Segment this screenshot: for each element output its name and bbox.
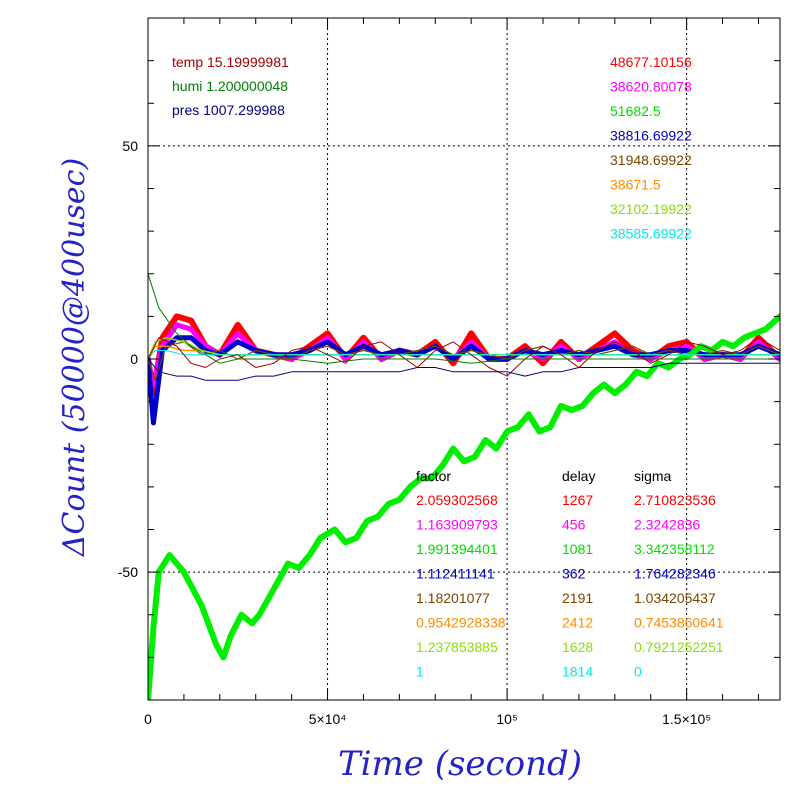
fit-factor: 1.237853885 bbox=[416, 639, 498, 655]
fit-factor: 0.9542928338 bbox=[416, 615, 506, 631]
fit-header-delay: delay bbox=[562, 468, 595, 484]
fit-sigma: 2.710823536 bbox=[634, 492, 716, 508]
x-tick-label: 10⁵ bbox=[496, 711, 517, 727]
baseline-value: 38585.69922 bbox=[610, 226, 692, 242]
fit-sigma: 2.3242836 bbox=[634, 517, 700, 533]
y-tick-label: 50 bbox=[122, 138, 138, 154]
fit-sigma: 0 bbox=[634, 664, 642, 680]
fit-sigma: 3.342358112 bbox=[634, 541, 715, 557]
baseline-value: 51682.5 bbox=[610, 103, 661, 119]
fit-header-factor: factor bbox=[416, 468, 451, 484]
y-tick-label: 0 bbox=[130, 351, 138, 367]
baseline-value: 48677.10156 bbox=[610, 54, 692, 70]
y-tick-label: -50 bbox=[118, 564, 138, 580]
series-line bbox=[148, 313, 780, 700]
x-axis-title: Time (second) bbox=[338, 744, 582, 784]
fit-factor: 2.059302568 bbox=[416, 492, 498, 508]
fit-delay: 2191 bbox=[562, 590, 593, 606]
fit-sigma: 1.034205437 bbox=[634, 590, 716, 606]
series-line bbox=[148, 273, 780, 364]
x-tick-label: 1.5×10⁵ bbox=[662, 711, 711, 727]
baseline-value: 31948.69922 bbox=[610, 152, 692, 168]
env-label: temp 15.19999981 bbox=[172, 54, 289, 70]
fit-factor: 1.18201077 bbox=[416, 590, 490, 606]
fit-delay: 362 bbox=[562, 566, 586, 582]
series-layer bbox=[148, 273, 780, 700]
fit-delay: 1081 bbox=[562, 541, 593, 557]
series-line bbox=[148, 337, 780, 377]
fit-delay: 1814 bbox=[562, 664, 593, 680]
fit-delay: 1628 bbox=[562, 639, 593, 655]
fit-sigma: 0.7453860641 bbox=[634, 615, 724, 631]
annotations: temp 15.19999981 humi 1.200000048 pres 100… bbox=[172, 54, 724, 680]
fit-delay: 1267 bbox=[562, 492, 593, 508]
fit-factor: 1.991394401 bbox=[416, 541, 498, 557]
fit-sigma: 0.7921252251 bbox=[634, 639, 724, 655]
ticks: 0 5×10⁴ 10⁵ 1.5×10⁵ -50 0 50 bbox=[118, 18, 780, 727]
baseline-value: 38816.69922 bbox=[610, 128, 692, 144]
series-line bbox=[148, 335, 780, 426]
baseline-value: 38620.80078 bbox=[610, 79, 692, 95]
fit-delay: 456 bbox=[562, 517, 586, 533]
env-label: pres 1007.299988 bbox=[172, 102, 285, 118]
baseline-value: 38671.5 bbox=[610, 177, 661, 193]
fit-factor: 1.163909793 bbox=[416, 517, 498, 533]
y-axis-title: ΔCount (50000@400usec) bbox=[57, 158, 92, 557]
fit-sigma: 1.764282346 bbox=[634, 566, 716, 582]
series-line bbox=[148, 358, 780, 381]
fit-header-sigma: sigma bbox=[634, 468, 672, 484]
x-tick-label: 0 bbox=[144, 711, 152, 727]
x-tick-label: 5×10⁴ bbox=[309, 711, 347, 727]
fit-factor: 1 bbox=[416, 664, 424, 680]
baseline-value: 32102.19922 bbox=[610, 201, 692, 217]
fit-delay: 2412 bbox=[562, 615, 593, 631]
env-label: humi 1.200000048 bbox=[172, 78, 288, 94]
fit-factor: 1.112411141 bbox=[416, 566, 495, 582]
